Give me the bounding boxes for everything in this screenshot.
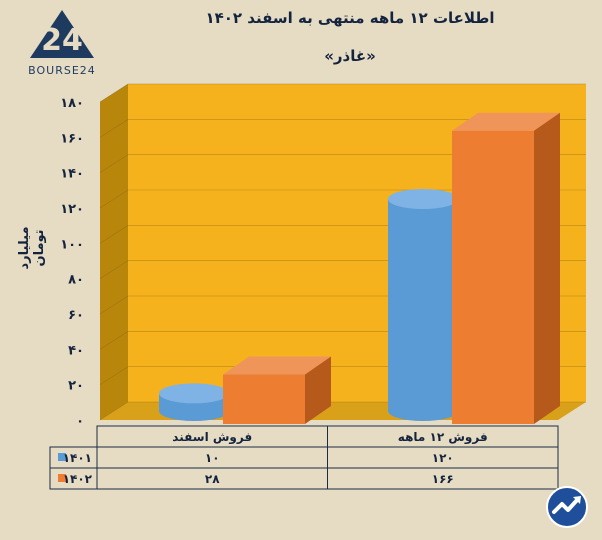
bar-1402-side [305,356,331,424]
category-label: فروش اسفند [172,430,252,445]
logo-text: BOURSE24 [28,64,96,77]
data-label: ۱۰ [205,451,220,465]
bar-1402 [223,374,305,424]
legend-entry: ۱۴۰۱ [63,451,92,465]
y-tick-label: ۰ [76,414,84,429]
bar-1401-top [388,189,458,209]
category-label: فروش ۱۲ ماهه [398,430,488,445]
y-tick-label: ۱۴۰ [60,167,84,182]
chart-subtitle: «غاذر» [324,47,376,65]
data-label: ۱۲۰ [432,451,454,465]
data-label: ۲۸ [205,472,220,486]
y-tick-label: ۶۰ [68,308,84,323]
bar-1401 [388,199,458,421]
gridline [99,119,586,138]
trend-arrow-icon [546,486,588,528]
bar-1402 [452,130,534,424]
y-tick-label: ۲۰ [68,379,84,394]
legend-entry: ۱۴۰۲ [63,472,93,486]
legend-swatch [58,474,66,482]
bar-1402-top [223,356,331,375]
y-tick-label: ۸۰ [68,273,84,288]
logo-mark: 24 [41,23,83,58]
y-tick-label: ۱۸۰ [60,96,84,111]
data-label: ۱۶۶ [432,472,454,486]
y-tick-label: ۱۰۰ [60,237,84,252]
gridline [99,83,586,103]
y-tick-label: ۱۲۰ [60,202,84,217]
chart-title: اطلاعات ۱۲ ماهه منتهی به اسفند ۱۴۰۲ [205,9,495,27]
legend-swatch [58,453,66,461]
bourse24-logo: 24 BOURSE24 [28,10,96,77]
y-tick-label: ۴۰ [68,343,84,358]
y-tick-label: ۱۶۰ [60,131,84,146]
bar-1402-top [452,112,560,131]
bar-1401-top [159,383,229,404]
bar-1402-side [534,112,560,424]
gridline [99,154,586,173]
